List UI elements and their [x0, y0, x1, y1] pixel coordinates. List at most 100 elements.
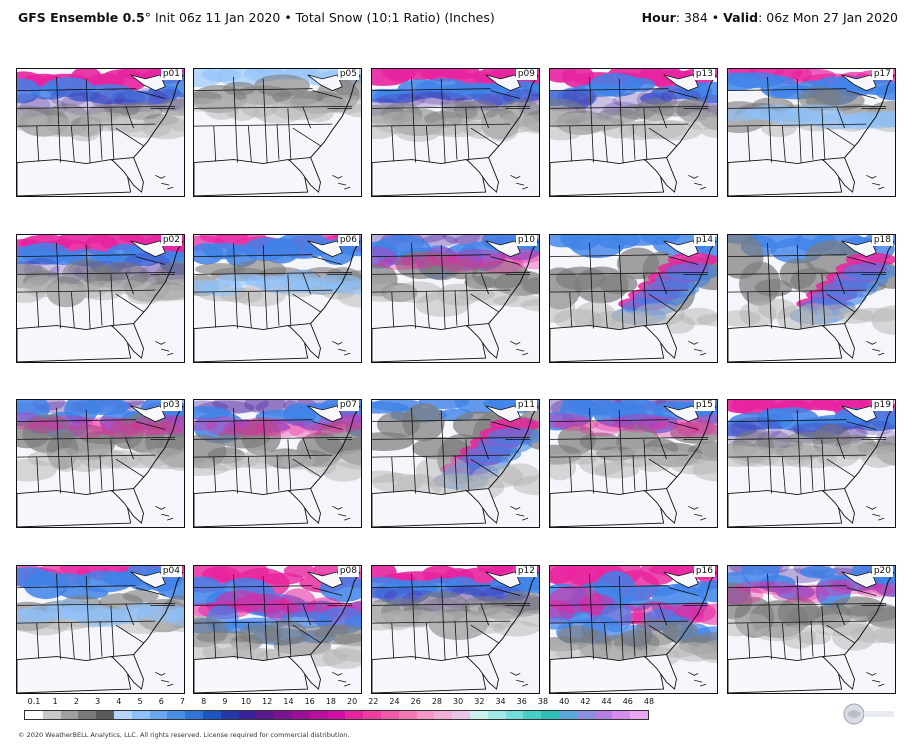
legend-tick-label: 48 [643, 697, 655, 706]
title-bullet: • [284, 10, 292, 25]
member-label: p06 [337, 235, 359, 246]
legend-tick-label: 44 [601, 697, 612, 706]
weatherbell-logo-icon [843, 703, 894, 725]
member-label: p08 [337, 566, 359, 577]
legend-tick-label: 5 [137, 697, 143, 706]
member-label: p16 [693, 566, 715, 577]
snow-map-svg [17, 69, 184, 196]
legend-ticks: 0.1 1 2 3 4 5 6 7 8 9 10 12 14 16 18 20 22 24 26 28 30 32 34 36… [18, 697, 658, 709]
legend-color-swatch [434, 711, 453, 719]
legend-color-swatch [416, 711, 435, 719]
member-label: p15 [693, 400, 715, 411]
legend-tick-label: 9 [222, 697, 228, 706]
ensemble-member-map: p14 [549, 234, 718, 363]
member-label: p12 [515, 566, 537, 577]
ensemble-member-map: p04 [16, 565, 185, 694]
legend-color-swatch [220, 711, 239, 719]
color-legend: 0.1 1 2 3 4 5 6 7 8 9 10 12 14 16 18 20 22 24 26 28 30 32 34 36… [18, 697, 658, 727]
map-title: GFS Ensemble 0.5° Init 06z 11 Jan 2020 •… [18, 10, 495, 25]
legend-color-swatch [309, 711, 328, 719]
legend-color-swatch [363, 711, 381, 719]
member-label: p07 [337, 400, 359, 411]
snow-map-svg [194, 235, 361, 362]
ensemble-member-map: p12 [371, 565, 540, 694]
legend-tick-label: 2 [73, 697, 79, 706]
legend-tick-label: 36 [516, 697, 527, 706]
ensemble-member-map: p13 [549, 68, 718, 197]
legend-color-swatch [558, 711, 577, 719]
ensemble-member-map: p05 [193, 68, 362, 197]
ensemble-member-map: p20 [727, 565, 896, 694]
legend-tick-label: 40 [559, 697, 570, 706]
legend-color-swatch [60, 711, 79, 719]
ensemble-member-map: p19 [727, 399, 896, 528]
snow-map-svg [17, 235, 184, 362]
snow-map-svg [728, 566, 895, 693]
legend-tick-label: 20 [347, 697, 358, 706]
legend-tick-label: 16 [304, 697, 315, 706]
ensemble-member-map: p17 [727, 68, 896, 197]
ensemble-member-map: p03 [16, 399, 185, 528]
legend-color-swatch [505, 711, 524, 719]
legend-tick-label: 42 [580, 697, 591, 706]
snow-map-svg [194, 566, 361, 693]
field-name: Total Snow (10:1 Ratio) (Inches) [295, 10, 495, 25]
model-name: GFS Ensemble 0.5 [18, 10, 145, 25]
snow-map-svg [372, 235, 539, 362]
legend-tick-label: 26 [410, 697, 421, 706]
ensemble-member-map: p18 [727, 234, 896, 363]
legend-tick-label: 18 [325, 697, 336, 706]
ensemble-member-map: p08 [193, 565, 362, 694]
ensemble-member-map: p07 [193, 399, 362, 528]
valid-time: Hour: 384 • Valid: 06z Mon 27 Jan 2020 [642, 10, 898, 25]
legend-color-swatch [469, 711, 488, 719]
legend-color-swatch [42, 711, 61, 719]
legend-color-swatch [238, 711, 257, 719]
legend-color-swatch [113, 711, 132, 719]
snow-map-svg [550, 400, 717, 527]
hour-value: : 384 [675, 10, 708, 25]
ensemble-member-map: p16 [549, 565, 718, 694]
ensemble-member-map: p15 [549, 399, 718, 528]
legend-color-swatch [487, 711, 506, 719]
legend-color-swatch [576, 711, 595, 719]
legend-color-swatch [167, 711, 186, 719]
member-label: p17 [871, 69, 893, 80]
legend-color-swatch [612, 711, 631, 719]
snow-map-svg [194, 69, 361, 196]
member-label: p02 [160, 235, 182, 246]
header: GFS Ensemble 0.5° Init 06z 11 Jan 2020 •… [0, 0, 914, 30]
legend-tick-label: 30 [453, 697, 464, 706]
snow-map-svg [550, 235, 717, 362]
legend-color-swatch [256, 711, 275, 719]
legend-color-swatch [274, 711, 292, 719]
snow-map-svg [550, 566, 717, 693]
legend-color-swatch [185, 711, 203, 719]
snow-map-svg [17, 400, 184, 527]
valid-value: : 06z Mon 27 Jan 2020 [758, 10, 898, 25]
member-label: p01 [160, 69, 182, 80]
ensemble-member-map: p01 [16, 68, 185, 197]
snow-map-svg [372, 566, 539, 693]
hour-label: Hour [641, 10, 676, 25]
legend-tick-label: 22 [368, 697, 379, 706]
degree-symbol: ° [144, 10, 151, 25]
legend-tick-label: 24 [389, 697, 400, 706]
legend-color-swatch [345, 711, 364, 719]
snow-map-svg [728, 400, 895, 527]
legend-tick-label: 34 [495, 697, 506, 706]
legend-color-swatch [398, 711, 417, 719]
snow-map-svg [728, 69, 895, 196]
ensemble-member-map: p06 [193, 234, 362, 363]
legend-color-swatch [452, 711, 470, 719]
ensemble-member-map: p09 [371, 68, 540, 197]
legend-color-swatch [541, 711, 559, 719]
member-label: p13 [693, 69, 715, 80]
legend-tick-label: 6 [158, 697, 164, 706]
member-label: p05 [337, 69, 359, 80]
snow-map-svg [372, 69, 539, 196]
snow-map-svg [372, 400, 539, 527]
legend-tick-label: 1 [52, 697, 58, 706]
legend-color-swatch [630, 711, 648, 719]
member-label: p03 [160, 400, 182, 411]
